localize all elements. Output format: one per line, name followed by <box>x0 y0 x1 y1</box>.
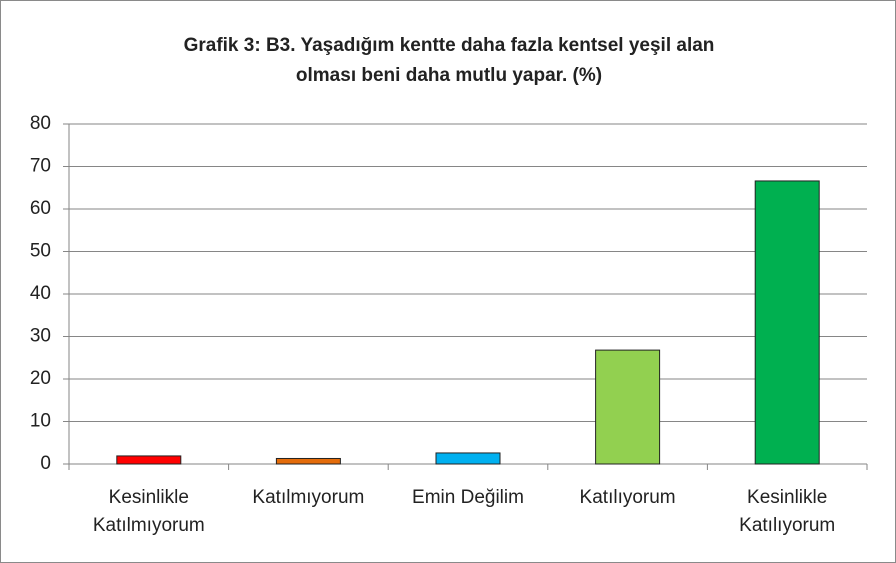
y-tick-label: 70 <box>30 156 51 177</box>
x-tick-label: Emin Değilim <box>412 487 524 508</box>
bar <box>754 180 820 465</box>
y-tick-label: 10 <box>30 411 51 432</box>
chart-title: Grafik 3: B3. Yaşadığım kentte daha fazl… <box>184 35 715 56</box>
bar <box>595 349 661 465</box>
x-tick-label: Kesinlikle Katılıyorum <box>739 487 836 536</box>
y-tick-label: 20 <box>30 368 51 389</box>
x-tick-label: Katılmıyorum <box>252 487 365 508</box>
y-tick-label: 80 <box>30 113 51 134</box>
y-tick-label: 60 <box>30 198 51 219</box>
y-tick-label: 40 <box>30 283 51 304</box>
bar <box>116 455 182 465</box>
x-tick-label: Katılıyorum <box>579 487 676 508</box>
y-tick-label: 0 <box>40 453 51 474</box>
chart-title: olması beni daha mutlu yapar. (%) <box>296 65 602 86</box>
bar <box>275 457 341 465</box>
y-tick-label: 30 <box>30 326 51 347</box>
y-tick-label: 50 <box>30 241 51 262</box>
x-tick-label: Kesinlikle Katılmıyorum <box>92 487 205 536</box>
bar <box>435 452 501 465</box>
